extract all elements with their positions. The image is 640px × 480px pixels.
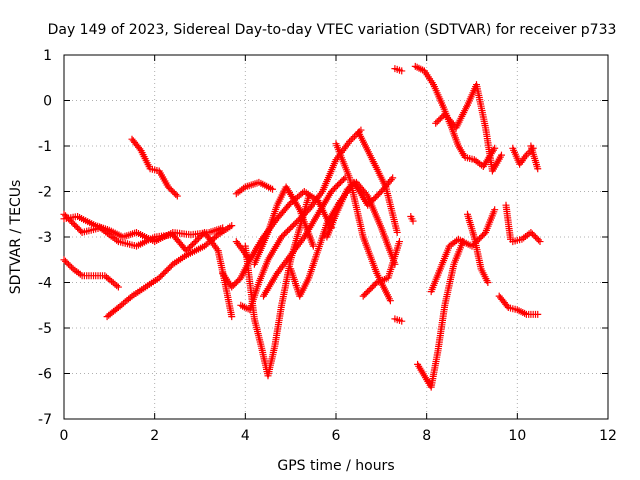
data-markers-t03 bbox=[60, 256, 122, 291]
series-t19 bbox=[391, 315, 406, 325]
data-markers-t18 bbox=[332, 140, 394, 305]
data-markers-t26 bbox=[464, 210, 492, 286]
data-markers-t13 bbox=[260, 174, 349, 300]
axis-ticks: 0 2 4 6 8 10 12 -7 -6 -5 -4 -3 -2 -1 0 1 bbox=[38, 48, 617, 444]
data-markers-t15 bbox=[323, 178, 399, 268]
series-t15 bbox=[323, 178, 399, 268]
y-tick-label: -4 bbox=[38, 276, 52, 292]
data-markers-t01 bbox=[60, 213, 227, 246]
x-axis-label: GPS time / hours bbox=[277, 458, 394, 474]
data-markers-t21 bbox=[407, 213, 417, 225]
data-markers-t02 bbox=[60, 210, 222, 255]
series-t28 bbox=[502, 201, 515, 243]
data-markers-t31 bbox=[527, 142, 542, 173]
series-t07 bbox=[214, 247, 236, 321]
series-t23 bbox=[414, 238, 467, 391]
series-t11 bbox=[237, 126, 365, 314]
data-markers-t08 bbox=[241, 192, 313, 380]
x-tick-label: 4 bbox=[241, 428, 250, 444]
x-tick-label: 2 bbox=[150, 428, 159, 444]
data-markers-t23 bbox=[414, 238, 467, 391]
x-tick-label: 0 bbox=[60, 428, 69, 444]
series-t03 bbox=[60, 256, 122, 291]
series-t31 bbox=[527, 142, 542, 173]
series-t08 bbox=[241, 192, 313, 380]
data-markers-t05 bbox=[128, 135, 181, 200]
series-t16 bbox=[355, 128, 401, 236]
y-tick-label: 0 bbox=[43, 94, 52, 110]
data-markers-t04 bbox=[103, 222, 236, 321]
series-t04 bbox=[103, 222, 236, 321]
data-markers-t11 bbox=[237, 126, 365, 314]
data-markers-t30 bbox=[509, 229, 544, 246]
series-t18 bbox=[332, 140, 394, 305]
x-tick-label: 10 bbox=[508, 428, 526, 444]
y-tick-label: -5 bbox=[38, 321, 52, 337]
data-markers-t19 bbox=[391, 315, 406, 325]
series-t01 bbox=[60, 213, 227, 246]
series-t13 bbox=[260, 174, 349, 300]
y-tick-label: -6 bbox=[38, 367, 52, 383]
x-tick-label: 8 bbox=[422, 428, 431, 444]
series-t30 bbox=[509, 229, 544, 246]
x-tick-label: 6 bbox=[332, 428, 341, 444]
series-t25 bbox=[432, 81, 505, 175]
data-markers-t25 bbox=[432, 81, 505, 175]
series-t27 bbox=[495, 292, 542, 318]
x-tick-label: 12 bbox=[599, 428, 617, 444]
y-tick-label: -3 bbox=[38, 230, 52, 246]
data-markers-t28 bbox=[502, 201, 515, 243]
series-t09 bbox=[232, 178, 277, 198]
data-markers-t09 bbox=[232, 178, 277, 198]
y-axis-label: SDTVAR / TECUs bbox=[8, 180, 24, 295]
data-points bbox=[60, 62, 544, 391]
data-markers-t27 bbox=[495, 292, 542, 318]
series-t02 bbox=[60, 210, 222, 255]
data-markers-t16 bbox=[355, 128, 401, 236]
series-t26 bbox=[464, 210, 492, 286]
series-t20 bbox=[391, 65, 406, 75]
chart-title: Day 149 of 2023, Sidereal Day-to-day VTE… bbox=[48, 22, 617, 38]
y-tick-label: 1 bbox=[43, 48, 52, 64]
series-t05 bbox=[128, 135, 181, 200]
data-markers-t07 bbox=[214, 247, 236, 321]
y-tick-label: -2 bbox=[38, 185, 52, 201]
series-t21 bbox=[407, 213, 417, 225]
y-tick-label: -7 bbox=[38, 412, 52, 428]
data-markers-t20 bbox=[391, 65, 406, 75]
y-tick-label: -1 bbox=[38, 139, 52, 155]
